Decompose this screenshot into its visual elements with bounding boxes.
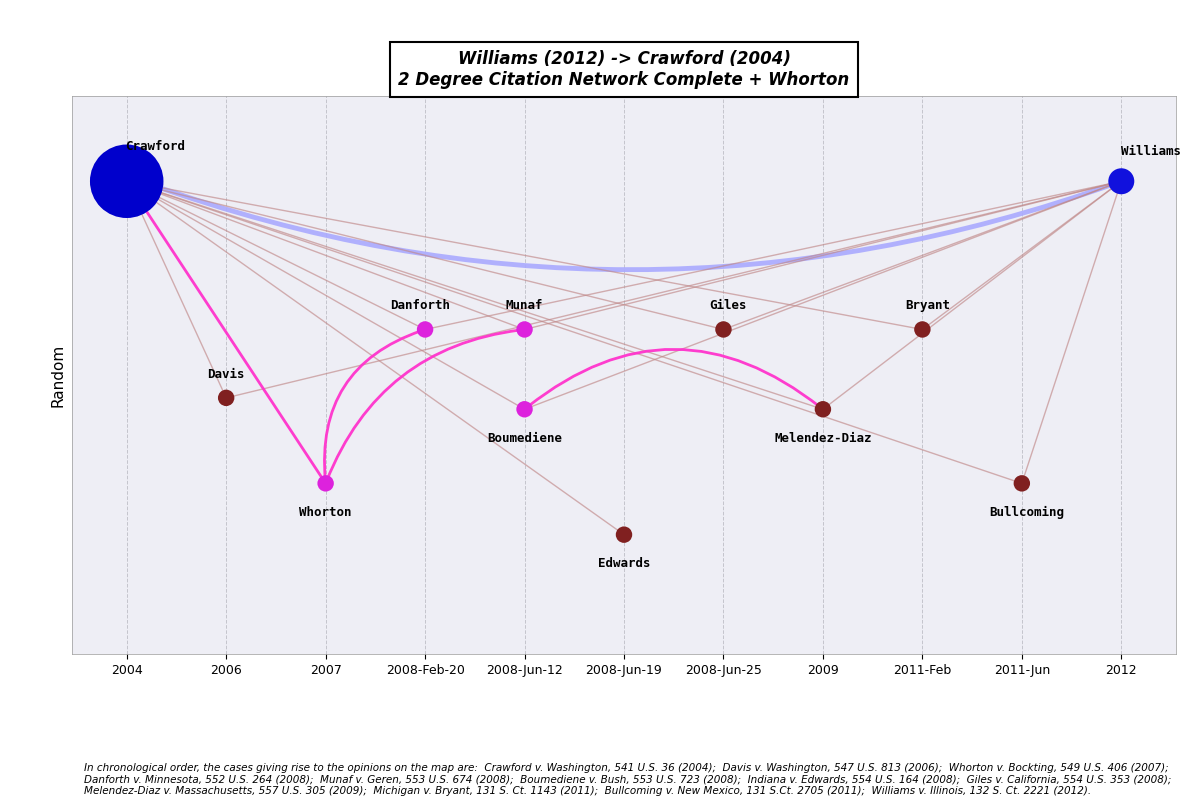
Text: Bryant: Bryant	[905, 299, 950, 312]
Point	[216, 392, 235, 405]
Y-axis label: Random: Random	[50, 343, 65, 407]
Point	[913, 323, 932, 336]
Point	[316, 477, 335, 490]
Text: In chronological order, the cases giving rise to the opinions on the map are:  C: In chronological order, the cases giving…	[84, 763, 1175, 796]
Text: Munaf: Munaf	[505, 299, 544, 312]
Point	[1013, 477, 1032, 490]
Text: Whorton: Whorton	[299, 506, 352, 519]
Text: Giles: Giles	[709, 299, 748, 312]
Point	[814, 403, 833, 416]
Point	[118, 175, 137, 188]
Text: Crawford: Crawford	[125, 140, 185, 152]
Point	[714, 323, 733, 336]
Text: Davis: Davis	[208, 368, 245, 381]
Point	[415, 323, 434, 336]
Point	[515, 323, 534, 336]
Point	[1111, 175, 1130, 188]
Text: Edwards: Edwards	[598, 558, 650, 571]
Point	[614, 528, 634, 541]
Text: Williams: Williams	[1121, 145, 1181, 159]
Title: Williams (2012) -> Crawford (2004)
2 Degree Citation Network Complete + Whorton: Williams (2012) -> Crawford (2004) 2 Deg…	[398, 49, 850, 89]
Text: Danforth: Danforth	[390, 299, 450, 312]
Text: Bullcoming: Bullcoming	[989, 506, 1064, 519]
Text: Melendez-Diaz: Melendez-Diaz	[774, 432, 871, 445]
Text: Boumediene: Boumediene	[487, 432, 562, 445]
Point	[515, 403, 534, 416]
